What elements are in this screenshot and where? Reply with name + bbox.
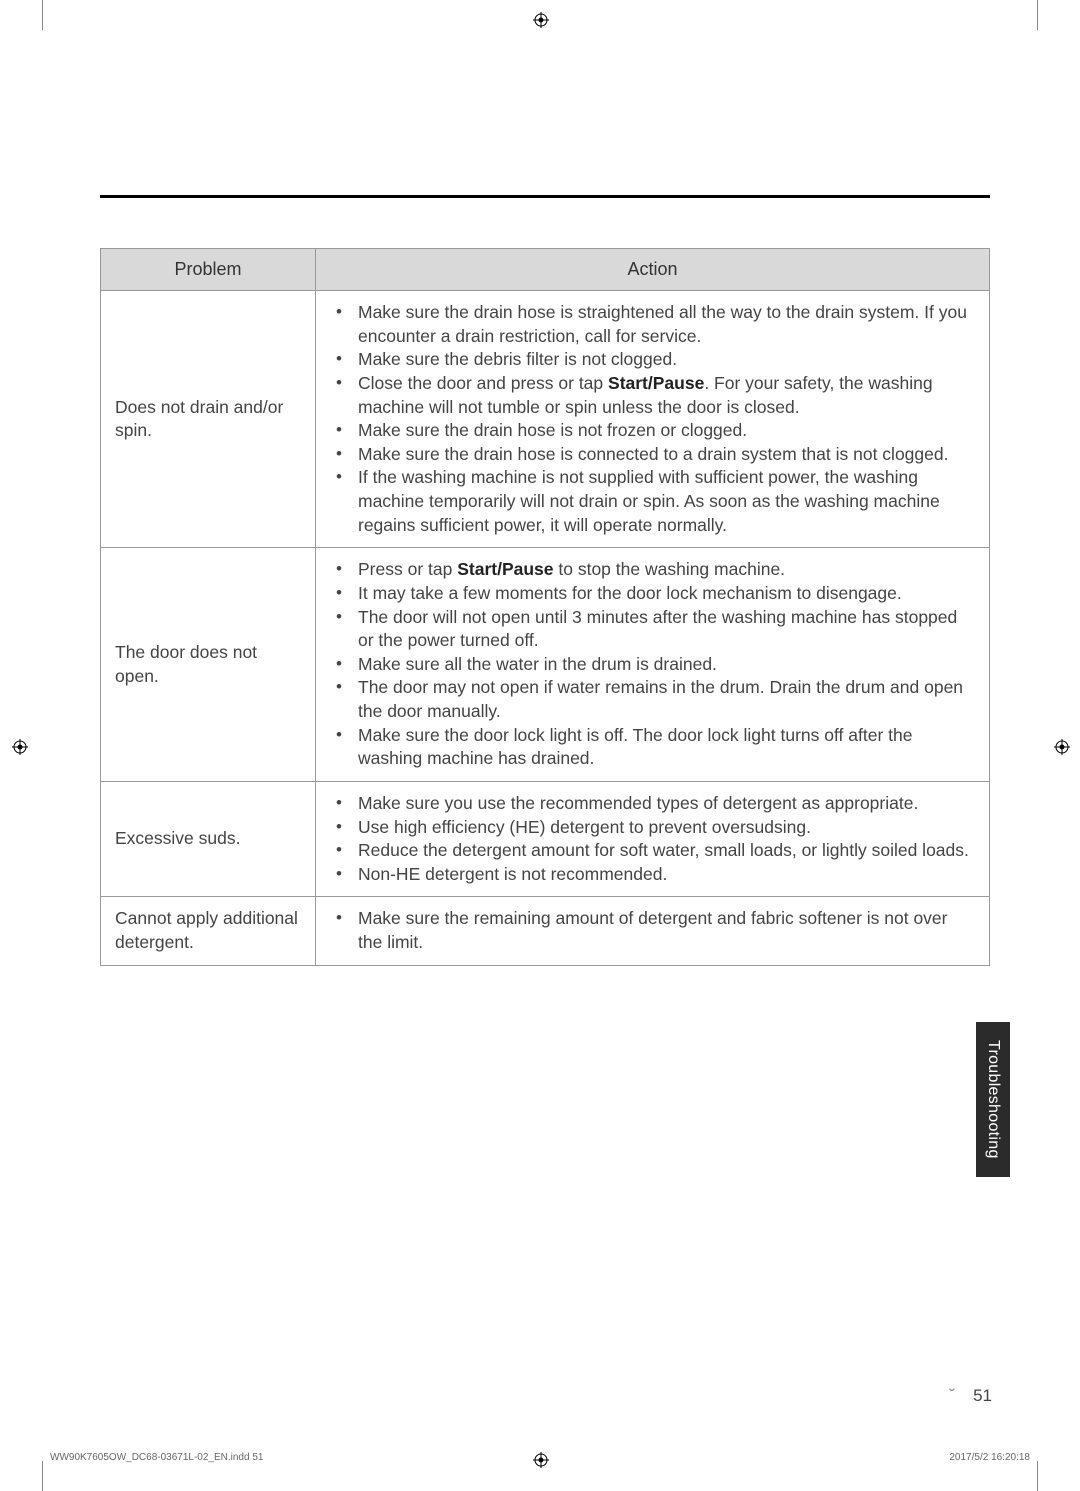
section-tab: Troubleshooting — [976, 1022, 1010, 1177]
problem-cell: Excessive suds. — [101, 781, 316, 897]
troubleshooting-table: Problem Action Does not drain and/or spi… — [100, 248, 990, 966]
problem-cell: Does not drain and/or spin. — [101, 291, 316, 548]
action-item: Non-HE detergent is not recommended. — [330, 863, 975, 887]
action-item: The door may not open if water remains i… — [330, 676, 975, 723]
footer-file-info: WW90K7605OW_DC68-03671L-02_EN.indd 51 — [50, 1452, 263, 1463]
action-item: Make sure the debris filter is not clogg… — [330, 348, 975, 372]
action-list: Make sure the remaining amount of deterg… — [330, 907, 975, 954]
action-item: Make sure the drain hose is connected to… — [330, 443, 975, 467]
action-item: Close the door and press or tap Start/Pa… — [330, 372, 975, 419]
action-item: Make sure the drain hose is not frozen o… — [330, 419, 975, 443]
action-item: The door will not open until 3 minutes a… — [330, 606, 975, 653]
page-number-prefix: ˘ — [949, 1386, 955, 1406]
action-item: If the washing machine is not supplied w… — [330, 466, 975, 537]
action-list: Make sure the drain hose is straightened… — [330, 301, 975, 537]
action-list: Press or tap Start/Pause to stop the was… — [330, 558, 975, 771]
page-number: 51 — [973, 1386, 992, 1406]
table-header-action: Action — [316, 249, 990, 291]
table-row: Excessive suds. Make sure you use the rec… — [101, 781, 990, 897]
table-row: Does not drain and/or spin. Make sure the… — [101, 291, 990, 548]
action-cell: Make sure the remaining amount of deterg… — [316, 897, 990, 965]
table-row: Cannot apply additional detergent. Make s… — [101, 897, 990, 965]
footer-timestamp: 2017/5/2 16:20:18 — [949, 1452, 1030, 1463]
action-item: Press or tap Start/Pause to stop the was… — [330, 558, 975, 582]
action-cell: Make sure you use the recommended types … — [316, 781, 990, 897]
action-cell: Make sure the drain hose is straightened… — [316, 291, 990, 548]
action-item: Reduce the detergent amount for soft wat… — [330, 839, 975, 863]
action-item: Use high efficiency (HE) detergent to pr… — [330, 816, 975, 840]
action-cell: Press or tap Start/Pause to stop the was… — [316, 548, 990, 782]
action-item: Make sure the drain hose is straightened… — [330, 301, 975, 348]
horizontal-rule — [100, 195, 990, 198]
table-row: The door does not open. Press or tap Star… — [101, 548, 990, 782]
problem-cell: Cannot apply additional detergent. — [101, 897, 316, 965]
problem-cell: The door does not open. — [101, 548, 316, 782]
action-item: Make sure all the water in the drum is d… — [330, 653, 975, 677]
page-content: Problem Action Does not drain and/or spi… — [0, 0, 1080, 1491]
action-item: Make sure the remaining amount of deterg… — [330, 907, 975, 954]
action-list: Make sure you use the recommended types … — [330, 792, 975, 887]
table-header-problem: Problem — [101, 249, 316, 291]
action-item: It may take a few moments for the door l… — [330, 582, 975, 606]
action-item: Make sure you use the recommended types … — [330, 792, 975, 816]
action-item: Make sure the door lock light is off. Th… — [330, 724, 975, 771]
